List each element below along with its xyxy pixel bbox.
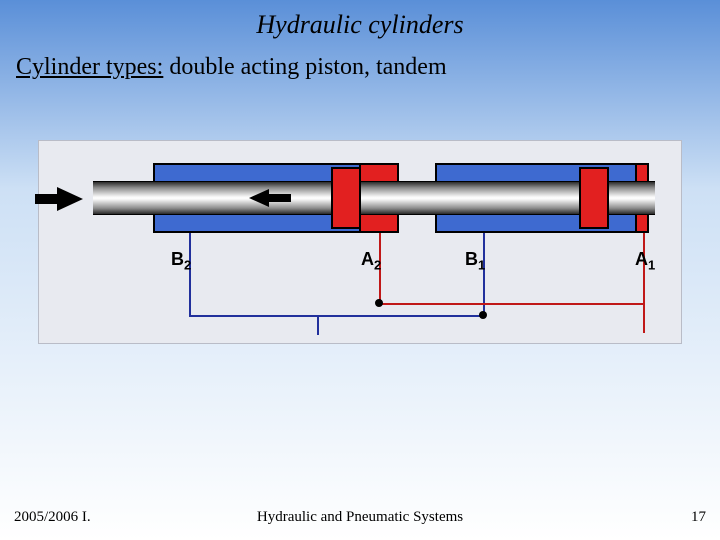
tandem-cylinder-diagram: B2 A2 B1 A1 [39,141,681,343]
port-label-b1: B1 [465,249,485,273]
motion-arrow-icon [249,189,269,207]
port-label-a1: A1 [635,249,655,273]
footer-center: Hydraulic and Pneumatic Systems [0,509,720,526]
subtitle-rest: double acting piston, tandem [163,54,446,80]
slide-subtitle: Cylinder types: double acting piston, ta… [0,40,720,81]
diagram-panel: B2 A2 B1 A1 [38,140,682,344]
piston-rod [93,181,655,215]
page-number: 17 [691,509,706,526]
subtitle-prefix: Cylinder types: [16,54,163,80]
pipe-a-manifold [379,303,643,305]
port-label-b2: B2 [171,249,191,273]
pipe-b-outlet [317,315,319,335]
port-label-a2: A2 [361,249,381,273]
slide-title: Hydraulic cylinders [0,0,720,40]
pipe-b2 [189,233,191,315]
node-b [479,311,487,319]
piston-2 [579,167,609,229]
pipe-a1 [643,233,645,333]
inlet-arrow-icon [57,187,83,211]
node-a [375,299,383,307]
pipe-b-manifold [189,315,483,317]
piston-1 [331,167,361,229]
